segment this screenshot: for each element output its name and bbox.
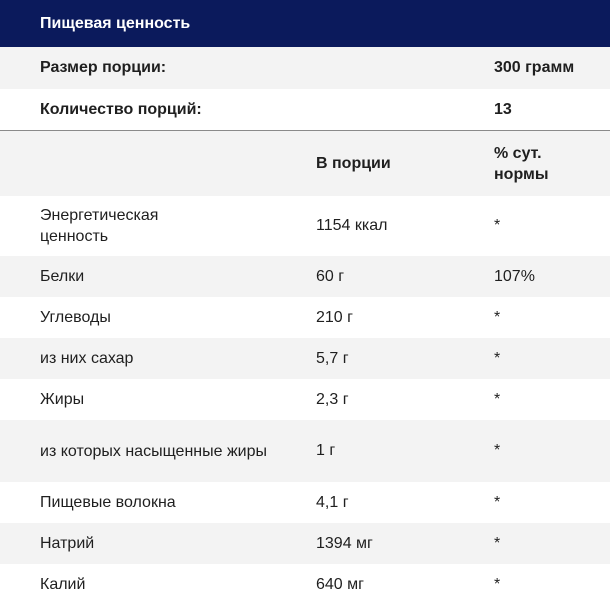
- table-row: Натрий 1394 мг *: [0, 523, 610, 564]
- table-title: Пищевая ценность: [0, 0, 610, 47]
- serving-size-value: 300 грамм: [494, 59, 575, 76]
- column-header-daily: % сут. нормы: [494, 144, 549, 183]
- nutrient-name: из которых насыщенные жиры: [40, 442, 268, 460]
- table-row: из них сахар 5,7 г *: [0, 338, 610, 379]
- nutrient-daily: *: [494, 493, 501, 511]
- column-header-row: В порции % сут. нормы: [0, 130, 610, 196]
- nutrient-daily: *: [494, 217, 501, 234]
- nutrient-amount: 640 мг: [316, 575, 364, 593]
- table-row: Углеводы 210 г *: [0, 297, 610, 338]
- table-row: Калий 640 мг *: [0, 564, 610, 605]
- nutrient-daily: *: [494, 349, 501, 367]
- nutrient-name: Жиры: [40, 390, 85, 408]
- serving-size-row: Размер порции: 300 грамм: [0, 47, 610, 89]
- nutrient-daily: *: [494, 442, 501, 459]
- nutrient-amount: 1 г: [316, 442, 336, 459]
- table-row: из которых насыщенные жиры 1 г *: [0, 420, 610, 482]
- nutrient-daily: *: [494, 390, 501, 408]
- nutrient-name: Белки: [40, 267, 85, 285]
- nutrient-amount: 210 г: [316, 308, 353, 326]
- nutrient-name: Энергетическая ценность: [40, 207, 159, 245]
- nutrient-name: Пищевые волокна: [40, 493, 176, 511]
- servings-count-label: Количество порций:: [40, 100, 202, 118]
- table-row: Жиры 2,3 г *: [0, 379, 610, 420]
- nutrient-amount: 4,1 г: [316, 493, 349, 511]
- nutrient-daily: *: [494, 308, 501, 326]
- nutrient-daily: 107%: [494, 267, 535, 285]
- nutrient-daily: *: [494, 534, 501, 552]
- nutrient-amount: 1394 мг: [316, 534, 373, 552]
- nutrient-amount: 60 г: [316, 267, 345, 285]
- servings-count-value: 13: [494, 100, 512, 118]
- nutrient-name: из них сахар: [40, 349, 134, 367]
- nutrient-amount: 5,7 г: [316, 349, 349, 367]
- column-header-per-serving: В порции: [316, 154, 391, 172]
- nutrient-amount: 2,3 г: [316, 390, 349, 408]
- table-row: Энергетическая ценность 1154 ккал *: [0, 196, 610, 256]
- nutrient-name: Калий: [40, 575, 86, 593]
- nutrient-name: Натрий: [40, 534, 95, 552]
- table-row: Белки 60 г 107%: [0, 256, 610, 297]
- nutrient-daily: *: [494, 575, 501, 593]
- nutrient-name: Углеводы: [40, 308, 111, 326]
- serving-size-label: Размер порции:: [40, 59, 167, 76]
- nutrient-amount: 1154 ккал: [316, 217, 388, 234]
- servings-count-row: Количество порций: 13: [0, 89, 610, 130]
- table-row: Пищевые волокна 4,1 г *: [0, 482, 610, 523]
